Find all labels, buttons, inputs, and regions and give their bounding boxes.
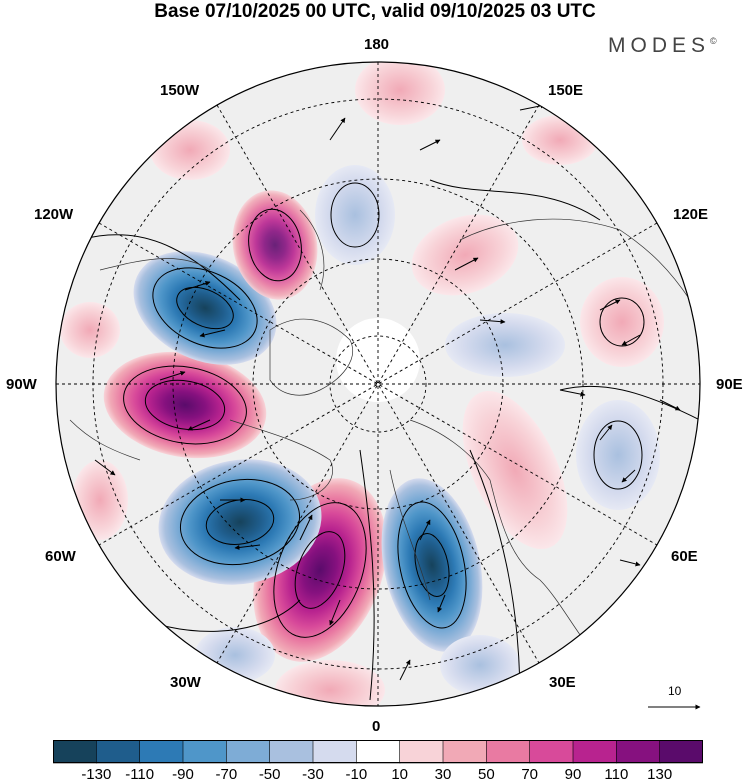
wind-vectors [94,103,681,681]
anomaly-positive-90w [103,351,267,459]
anomaly-negative-20e [440,635,520,695]
anomaly-positive-150e-b [522,115,598,165]
colorbar-label: 50 [477,766,495,783]
anomaly-positive-175e [355,62,445,125]
anomaly-positive-135w [232,190,318,300]
modes-logo: MODES© [608,34,717,58]
coastlines [69,209,691,661]
polar-map [55,61,701,710]
anomaly-positive-150e [411,214,519,296]
colorbar-cell-9 [442,740,488,764]
colorbar-cell-12 [572,740,618,764]
lon-label-0: 0 [372,718,381,735]
registered-mark: © [710,36,717,46]
colorbar-cell-0 [53,740,98,764]
lon-label-150w: 150W [160,82,200,99]
colorbar-label: -110 [125,766,155,783]
lon-label-60w: 60W [45,548,76,565]
anomaly-positive-150w [150,120,230,180]
colorbar-label: -50 [258,766,281,783]
map-border [55,61,701,707]
anomaly-negative-75e [576,400,660,510]
colorbar-cell-7 [356,740,401,764]
lon-label-30w: 30W [170,674,201,691]
colorbar-label: -10 [345,766,368,783]
colorbar-cell-4 [226,740,271,764]
colorbar-label: 30 [434,766,452,783]
lon-label-150e: 150E [548,82,584,99]
map-title: Base 07/10/2025 00 UTC, valid 09/10/2025… [154,1,596,22]
colorbar-label: -90 [172,766,194,783]
lon-label-60e: 60E [671,548,698,565]
colorbar-cell-1 [96,740,141,764]
anomaly-positive-100w [60,302,120,358]
colorbar-label: -130 [81,766,112,783]
lon-label-120w: 120W [34,206,74,223]
colorbar-label: -70 [215,766,238,783]
anomaly-positive-110e [580,277,664,367]
anomaly-positive-60e [462,390,568,550]
colorbar [53,740,703,764]
graticule [56,62,700,706]
colorbar-label: -30 [302,766,324,783]
colorbar-cell-10 [486,740,531,764]
anomaly-negative-120e [445,313,565,377]
colorbar-label: 130 [647,766,673,783]
colorbar-label: 70 [521,766,538,783]
streamlines [79,179,700,701]
colorbar-label: 110 [604,766,629,783]
lon-label-30e: 30E [549,674,576,691]
anomaly-negative-110w [133,251,277,365]
colorbar-cell-8 [399,740,444,764]
colorbar-cell-3 [182,740,228,764]
colorbar-cell-5 [269,740,314,764]
lon-label-120e: 120E [673,206,709,223]
colorbar-label: 90 [564,766,582,783]
anomaly-negative-170w [315,165,395,265]
anomaly-positive-70w [72,460,128,540]
lon-label-90w: 90W [6,376,37,393]
reference-vector-label: 10 [668,684,682,698]
brand-text: MODES [608,34,711,57]
colorbar-cell-2 [139,740,184,764]
colorbar-cell-6 [312,740,358,764]
colorbar-cell-14 [659,740,703,764]
colorbar-label: 10 [391,766,408,783]
colorbar-cell-11 [529,740,574,764]
lon-label-180: 180 [364,36,390,53]
polar-cap [336,318,420,402]
colorbar-cell-13 [616,740,661,764]
anomaly-negative-30w [195,627,275,683]
lon-label-90e: 90E [716,376,743,393]
